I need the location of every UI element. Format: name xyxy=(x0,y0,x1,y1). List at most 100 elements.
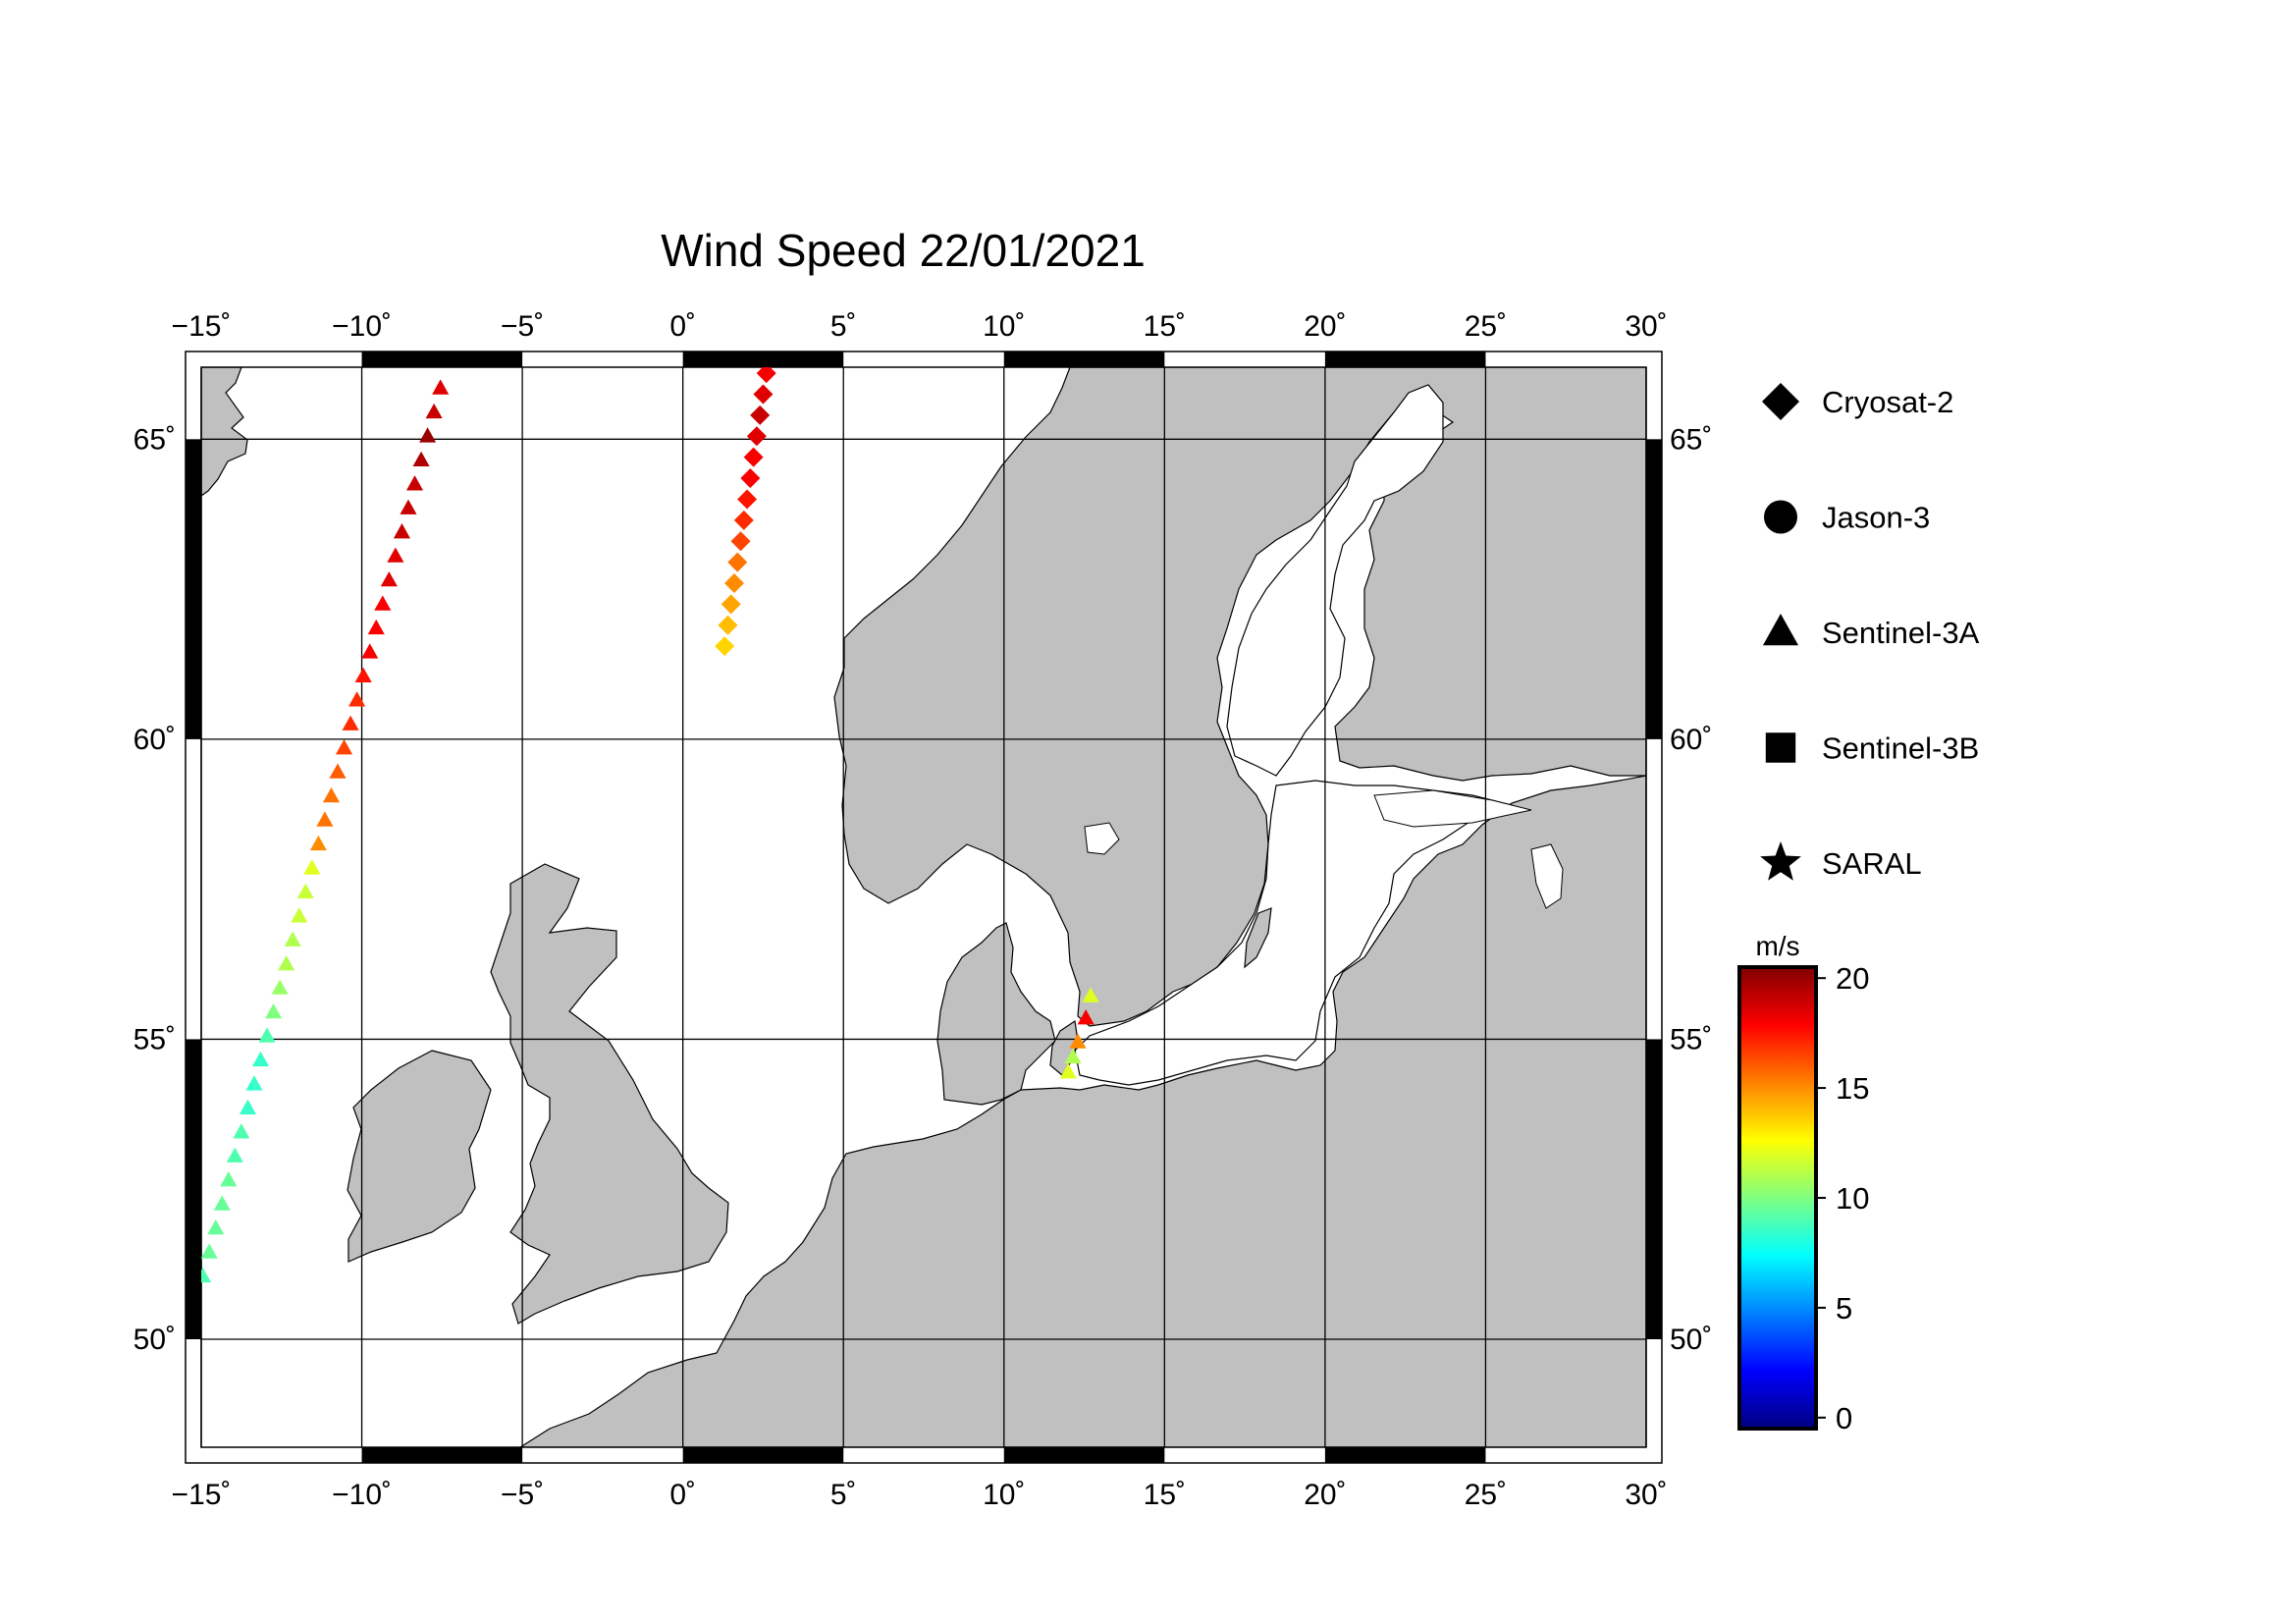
lon-tick-label-top: −5˚ xyxy=(501,310,544,343)
frame-bar-bottom xyxy=(361,1447,523,1463)
data-point-diamond xyxy=(753,384,774,405)
lon-tick-label-top: −15˚ xyxy=(172,310,232,343)
colorbar-tick-label: 0 xyxy=(1836,1401,1852,1435)
data-point-triangle xyxy=(296,883,314,899)
data-point-triangle xyxy=(425,403,443,419)
data-point-triangle xyxy=(374,595,392,611)
data-point-triangle xyxy=(278,955,295,971)
legend-label: SARAL xyxy=(1822,846,1922,881)
data-point-triangle xyxy=(220,1171,238,1187)
lon-tick-label-bottom: −5˚ xyxy=(501,1479,544,1511)
data-point-diamond xyxy=(733,510,754,530)
legend-symbol-triangle xyxy=(1762,614,1799,646)
legend-label: Sentinel-3A xyxy=(1822,616,1980,650)
legend-label: Cryosat-2 xyxy=(1822,385,1953,419)
lon-tick-label-bottom: 5˚ xyxy=(830,1479,857,1511)
legend-label: Sentinel-3B xyxy=(1822,731,1979,766)
data-point-triangle xyxy=(393,523,410,539)
lat-tick-label-left: 55˚ xyxy=(133,1023,176,1055)
lon-tick-label-bottom: 20˚ xyxy=(1304,1479,1346,1511)
data-point-diamond xyxy=(740,468,761,489)
legend-symbol-circle xyxy=(1764,500,1797,534)
gulf-of-finland xyxy=(1373,789,1532,828)
lon-tick-label-bottom: 10˚ xyxy=(983,1479,1025,1511)
data-point-diamond xyxy=(737,489,758,510)
frame-bar-right xyxy=(1646,439,1662,739)
data-point-triangle xyxy=(251,1051,270,1067)
legend-symbol-diamond xyxy=(1762,383,1799,420)
data-point-triangle xyxy=(201,1267,212,1283)
lat-tick-label-right: 65˚ xyxy=(1670,423,1712,456)
lon-tick-label-top: 0˚ xyxy=(669,310,696,343)
legend-symbol-square xyxy=(1765,732,1796,763)
data-point-triangle xyxy=(233,1123,250,1139)
data-point-triangle xyxy=(1082,987,1099,1002)
data-point-triangle xyxy=(1069,1033,1087,1049)
lon-tick-label-bottom: 30˚ xyxy=(1625,1479,1667,1511)
frame-bar-left xyxy=(186,1039,201,1339)
land-masses xyxy=(201,367,1646,1447)
lon-tick-label-top: −10˚ xyxy=(332,310,392,343)
colorbar-gradient xyxy=(1737,965,1818,1431)
data-point-diamond xyxy=(724,573,745,593)
data-point-triangle xyxy=(284,931,301,947)
frame-bar-bottom xyxy=(682,1447,844,1463)
data-point-triangle xyxy=(258,1027,276,1043)
data-point-triangle xyxy=(201,1243,218,1259)
scandinavia-continent xyxy=(518,367,1646,1447)
data-point-triangle xyxy=(1064,1048,1082,1064)
data-point-diamond xyxy=(750,405,771,425)
lat-tick-label-left: 60˚ xyxy=(133,724,176,756)
legend-symbol-star xyxy=(1760,841,1801,881)
data-point-triangle xyxy=(271,979,289,995)
scandinavian-peninsula xyxy=(833,367,1646,1027)
data-point-triangle xyxy=(1059,1063,1077,1079)
data-point-triangle xyxy=(322,786,341,803)
data-point-diamond xyxy=(730,531,751,552)
satellite-tracks xyxy=(201,367,1099,1283)
frame-bar-top xyxy=(361,352,523,367)
lon-tick-label-bottom: −15˚ xyxy=(172,1479,232,1511)
data-point-triangle xyxy=(207,1218,225,1235)
lat-tick-label-left: 50˚ xyxy=(133,1324,176,1356)
data-point-diamond xyxy=(721,594,741,615)
data-point-diamond xyxy=(727,552,748,572)
data-point-triangle xyxy=(1077,1009,1095,1025)
data-point-triangle xyxy=(316,811,334,827)
inner-frame xyxy=(200,366,1647,1448)
frame-bar-top xyxy=(1003,352,1165,367)
frame-bar-left xyxy=(186,439,201,739)
plot-title: Wind Speed 22/01/2021 xyxy=(661,225,1146,276)
data-point-triangle xyxy=(309,835,327,851)
data-point-triangle xyxy=(213,1195,231,1211)
frame-bar-bottom xyxy=(1003,1447,1165,1463)
data-point-diamond xyxy=(718,615,738,635)
frame-bar-right xyxy=(1646,1039,1662,1339)
jutland-denmark xyxy=(936,922,1056,1106)
data-point-triangle xyxy=(245,1075,263,1091)
frame-bar-bottom xyxy=(1324,1447,1486,1463)
colorbar-tick-label: 15 xyxy=(1836,1071,1869,1106)
data-point-diamond xyxy=(743,447,764,467)
ireland xyxy=(347,1050,492,1263)
iceland-coast xyxy=(201,367,248,497)
data-point-triangle xyxy=(348,691,366,707)
lon-tick-label-top: 25˚ xyxy=(1465,310,1507,343)
lon-tick-label-bottom: 15˚ xyxy=(1144,1479,1186,1511)
data-point-triangle xyxy=(329,763,347,779)
data-point-triangle xyxy=(380,570,398,587)
data-point-triangle xyxy=(387,547,404,563)
lat-tick-label-right: 55˚ xyxy=(1670,1023,1712,1055)
frame-bar-top xyxy=(1324,352,1486,367)
gotland xyxy=(1244,907,1272,969)
lon-tick-label-top: 20˚ xyxy=(1304,310,1346,343)
map-frame xyxy=(185,351,1663,1464)
data-point-triangle xyxy=(226,1147,243,1163)
lon-tick-label-top: 15˚ xyxy=(1144,310,1186,343)
data-point-triangle xyxy=(405,475,424,491)
colorbar-unit: m/s xyxy=(1755,931,1799,961)
data-point-triangle xyxy=(342,715,359,730)
frame-bar-top xyxy=(682,352,844,367)
